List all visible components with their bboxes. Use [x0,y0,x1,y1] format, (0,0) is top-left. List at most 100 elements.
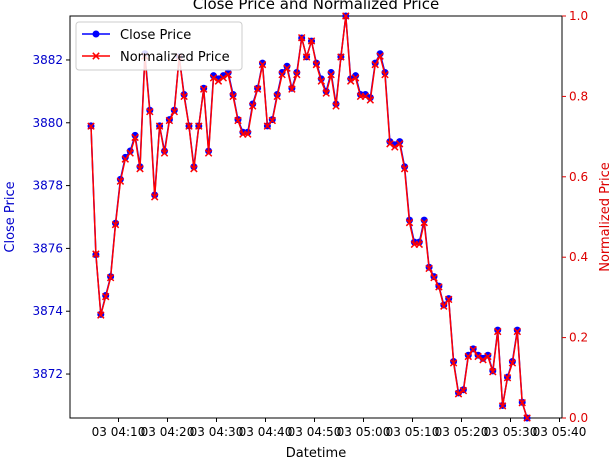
normalized-price-point [479,355,487,364]
normalized-price-point [444,295,453,304]
normalized-price-point [493,327,502,336]
normalized-price-point [293,70,301,79]
normalized-price-line [90,15,528,419]
normalized-price-point [136,165,144,173]
normalized-price-point [351,74,360,82]
normalized-price-point [400,165,409,173]
normalized-price-point [376,52,384,60]
normalized-price-point [327,70,335,79]
normalized-price-point [278,70,286,79]
normalized-price-point [170,107,179,116]
normalized-price-point [253,85,262,93]
close-price-point [224,69,232,77]
normalized-price-point [435,283,443,291]
normalized-price-point [273,92,281,101]
close-price-line [90,15,528,419]
y-left-tick-label: 3882 [32,53,63,67]
normalized-price-point [190,165,198,173]
normalized-price-point [116,177,125,185]
x-tick-label: 03 05:20 [435,425,489,439]
normalized-price-point [121,155,130,163]
normalized-price-point [425,264,433,273]
normalized-price-point [248,102,257,110]
normalized-price-point [111,220,120,229]
normalized-price-point [405,218,414,227]
normalized-price-point [97,311,105,319]
normalized-price-point [474,352,482,361]
normalized-price-point [312,60,321,69]
normalized-price-point [214,77,223,85]
normalized-price-point [185,122,193,130]
normalized-price-point [489,368,497,376]
plot-area: 3872 3874 3876 3878 3880 3882 0.0 0.2 0.4 0.6 0.8 1… [32,9,588,439]
normalized-price-point [440,302,448,310]
normalized-price-point [155,122,164,130]
close-price-point [259,59,266,67]
normalized-price-point [415,240,424,249]
y-right-tick-label: 0.0 [569,411,588,425]
normalized-price-point [420,218,428,227]
x-tick-label: 03 05:00 [337,425,391,439]
normalized-price-point [165,116,174,125]
normalized-price-point [332,102,340,110]
legend-normalized-price-label: Normalized Price [120,50,230,65]
normalized-price-point [371,60,379,69]
normalized-price-point [199,85,208,93]
normalized-price-point [268,116,277,125]
normalized-price-point [180,92,188,101]
y-axis-right-label: Normalized Price [598,162,613,272]
normalized-price-point [288,85,296,93]
normalized-price-point [126,149,134,157]
normalized-price-point [361,92,370,101]
y-left-tick-label: 3878 [32,179,63,193]
x-tick-label: 03 04:40 [239,425,293,439]
close-price-point [327,69,335,77]
x-axis-label: Datetime [286,446,346,459]
normalized-price-point [297,33,306,42]
normalized-price-point [146,107,154,116]
normalized-price-point [204,149,213,157]
normalized-price-point [195,122,203,130]
normalized-price-point [92,250,100,258]
normalized-price-point [244,130,252,138]
y-right-tick-label: 0.6 [569,170,588,184]
normalized-price-point [106,273,115,282]
normalized-price-point [454,390,463,398]
normalized-price-point [219,74,228,82]
close-price-point [283,62,291,70]
y-left-tick-label: 3872 [32,367,63,381]
normalized-price-point [258,60,267,69]
normalized-price-point [381,70,389,79]
y-right-tick-label: 0.2 [569,331,588,345]
normalized-price-point [346,77,355,85]
normalized-price-point [342,12,350,20]
legend: Close Price Normalized Price [75,21,243,71]
normalized-price-point [469,345,477,354]
normalized-price-point [513,327,522,336]
normalized-price-point [101,292,110,301]
normalized-price-point [234,116,242,125]
normalized-price-point [523,414,531,422]
x-tick-label: 03 04:20 [141,425,195,439]
y-axis-left-label: Close Price [3,181,18,252]
normalized-price-point [150,193,159,201]
normalized-price-point [386,140,394,148]
close-price-point [396,138,404,146]
normalized-price-point [484,352,492,361]
y-left-tick-label: 3880 [32,116,63,130]
legend-box [75,21,243,71]
x-tick-label: 03 05:30 [484,425,538,439]
normalized-price-point [87,122,95,130]
normalized-price-point [131,133,139,142]
y-left-tick-label: 3876 [32,241,63,255]
legend-normalized-price-marker [92,52,100,60]
normalized-price-point [317,77,326,85]
y-right-tick-label: 1.0 [569,9,588,23]
normalized-price-point [283,64,291,72]
legend-close-price-marker [92,30,100,38]
normalized-price-point [366,96,375,104]
y-left-tick-label: 3874 [32,304,63,318]
normalized-price-point [337,53,345,61]
normalized-price-point [160,149,169,157]
